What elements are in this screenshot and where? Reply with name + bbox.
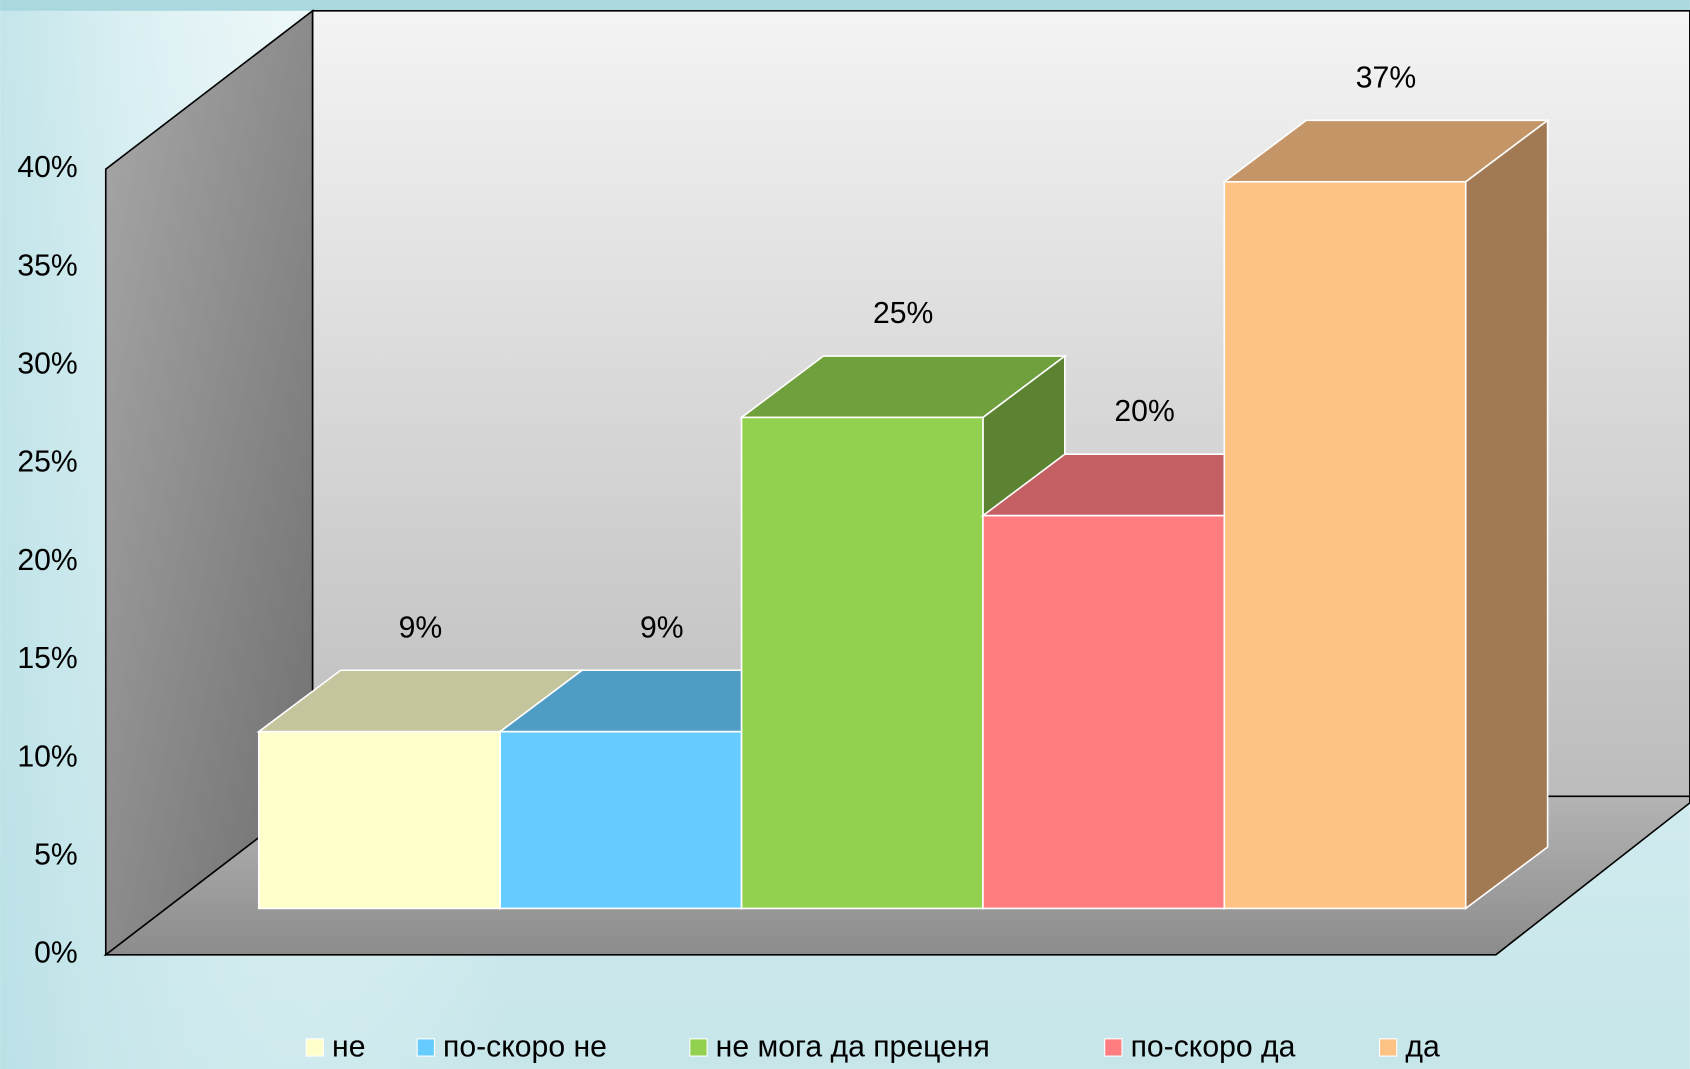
legend-swatch — [1104, 1038, 1123, 1057]
data-label: 37% — [1356, 61, 1416, 94]
legend-label: не мога да преценя — [716, 1030, 990, 1063]
data-label: 20% — [1114, 395, 1174, 428]
legend-swatch — [416, 1038, 435, 1057]
legend-swatch — [305, 1038, 324, 1057]
y-tick-label: 25% — [17, 446, 77, 479]
legend-label: да — [1405, 1030, 1440, 1063]
bar — [257, 730, 501, 910]
y-tick-label: 20% — [17, 544, 77, 577]
y-tick-label: 30% — [17, 348, 77, 381]
legend-label: по-скоро не — [443, 1030, 607, 1063]
legend-swatch — [1378, 1038, 1398, 1057]
y-tick-label: 35% — [17, 249, 77, 282]
y-tick-label: 40% — [17, 151, 77, 184]
data-label: 9% — [640, 611, 684, 644]
bar — [499, 730, 743, 910]
y-tick-label: 5% — [34, 839, 78, 872]
bar — [982, 514, 1226, 910]
bar — [1223, 180, 1467, 910]
legend-label: по-скоро да — [1131, 1030, 1296, 1063]
y-tick-label: 10% — [17, 740, 77, 773]
legend-swatch — [689, 1038, 708, 1057]
data-label: 9% — [399, 611, 443, 644]
data-label: 25% — [873, 297, 933, 330]
top-band — [0, 0, 1690, 11]
bar-side — [1464, 118, 1549, 911]
y-tick-label: 15% — [17, 642, 77, 675]
bar — [740, 416, 984, 910]
legend-label: не — [332, 1030, 365, 1063]
y-tick-label: 0% — [34, 937, 78, 970]
